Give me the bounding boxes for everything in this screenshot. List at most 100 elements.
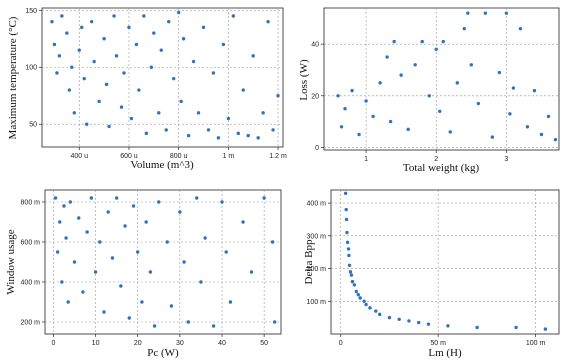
gridlines-4 (331, 190, 559, 334)
data-point (462, 26, 466, 31)
data-point (68, 200, 72, 204)
data-point (241, 88, 245, 92)
data-point (368, 306, 372, 310)
data-point (476, 101, 481, 106)
data-point (77, 48, 81, 52)
data-point (231, 14, 236, 18)
data-point (224, 250, 228, 254)
data-point (378, 312, 382, 317)
data-point (490, 135, 495, 139)
data-point (142, 14, 146, 18)
data-point (60, 280, 64, 284)
data-point (346, 247, 351, 251)
data-point (344, 207, 348, 212)
y-tick-label: 200 m (307, 266, 327, 273)
x-ticks-1: 400 u 600 u 800 u 1 m 1.2 m (71, 147, 287, 160)
data-point (388, 119, 393, 124)
data-point (81, 290, 85, 294)
data-point (364, 302, 368, 307)
data-point (64, 236, 68, 240)
data-point (345, 240, 350, 245)
data-point (106, 210, 110, 214)
y-axis-label-4: Delta Bpp (303, 239, 315, 284)
data-point (52, 42, 57, 47)
data-point (67, 88, 72, 92)
chart-panel-1: 400 u 600 u 800 u 1 m 1.2 m 50 100 150 Volume … (7, 7, 287, 171)
data-point (358, 296, 362, 300)
chart-panel-4: 0 50 m 100 m 100 m 200 m 300 m 400 m Lm (H) D… (303, 189, 560, 359)
y-tick-label: 200 m (21, 320, 41, 327)
data-point (221, 42, 226, 47)
gridlines-3 (45, 190, 281, 334)
data-point (371, 114, 375, 119)
y-tick-label: 300 m (307, 233, 327, 240)
data-point (97, 99, 101, 104)
data-point (119, 284, 123, 288)
data-point (271, 128, 275, 132)
data-point (539, 132, 544, 137)
data-point (236, 131, 240, 136)
data-point (407, 319, 411, 323)
data-point (272, 320, 277, 324)
data-point (58, 220, 62, 224)
data-point (336, 94, 340, 98)
points-2 (336, 11, 558, 142)
data-point (466, 11, 470, 15)
data-point (152, 31, 156, 35)
data-point (392, 39, 396, 44)
data-point (374, 309, 378, 313)
data-point (144, 220, 148, 224)
data-point (80, 25, 84, 30)
x-tick-label: 0 (51, 340, 55, 347)
data-point (251, 54, 255, 58)
x-tick-label: 800 u (170, 153, 188, 160)
data-point (350, 88, 354, 93)
data-point (261, 111, 265, 115)
data-point (195, 196, 199, 200)
data-point (262, 196, 266, 200)
data-point (178, 210, 182, 214)
x-tick-label: 100 m (526, 340, 546, 347)
gridlines-1 (42, 8, 283, 147)
data-point (385, 55, 389, 59)
data-point (122, 71, 126, 75)
data-point (350, 279, 355, 284)
x-tick-label: 50 m (430, 340, 446, 347)
data-point (525, 125, 530, 129)
data-point (518, 26, 523, 31)
data-point (553, 137, 558, 142)
data-point (352, 283, 357, 287)
data-point (55, 71, 59, 75)
data-point (82, 76, 86, 81)
data-point (72, 260, 77, 264)
x-axis-label-3: Pc (W) (147, 347, 179, 359)
data-point (167, 19, 171, 24)
data-point (348, 270, 353, 274)
data-point (532, 88, 537, 93)
data-point (159, 48, 163, 52)
data-point (134, 42, 139, 47)
x-ticks-3: 0 10 20 30 40 50 (51, 334, 268, 347)
data-point (420, 39, 424, 44)
x-axis-label-4: Lm (H) (428, 347, 462, 359)
x-tick-label: 0 (339, 340, 343, 347)
data-point (123, 224, 127, 228)
data-point (60, 14, 64, 18)
data-point (72, 111, 76, 115)
data-point (102, 37, 106, 41)
y-ticks-3: 200 m 400 m 600 m 800 m (21, 200, 45, 327)
data-point (364, 99, 368, 103)
data-point (102, 310, 106, 314)
data-point (131, 204, 136, 208)
data-point (347, 253, 351, 258)
y-tick-label: 600 m (21, 240, 41, 247)
data-point (345, 230, 349, 235)
x-axis-label-1: Volume (m^3) (130, 159, 194, 171)
x-tick-label: 50 (260, 340, 268, 347)
x-tick-label: 3 (504, 156, 508, 163)
y-ticks-1: 50 100 150 (25, 8, 42, 129)
data-point (546, 114, 551, 119)
x-tick-label: 20 (134, 340, 142, 347)
data-point (119, 105, 124, 109)
